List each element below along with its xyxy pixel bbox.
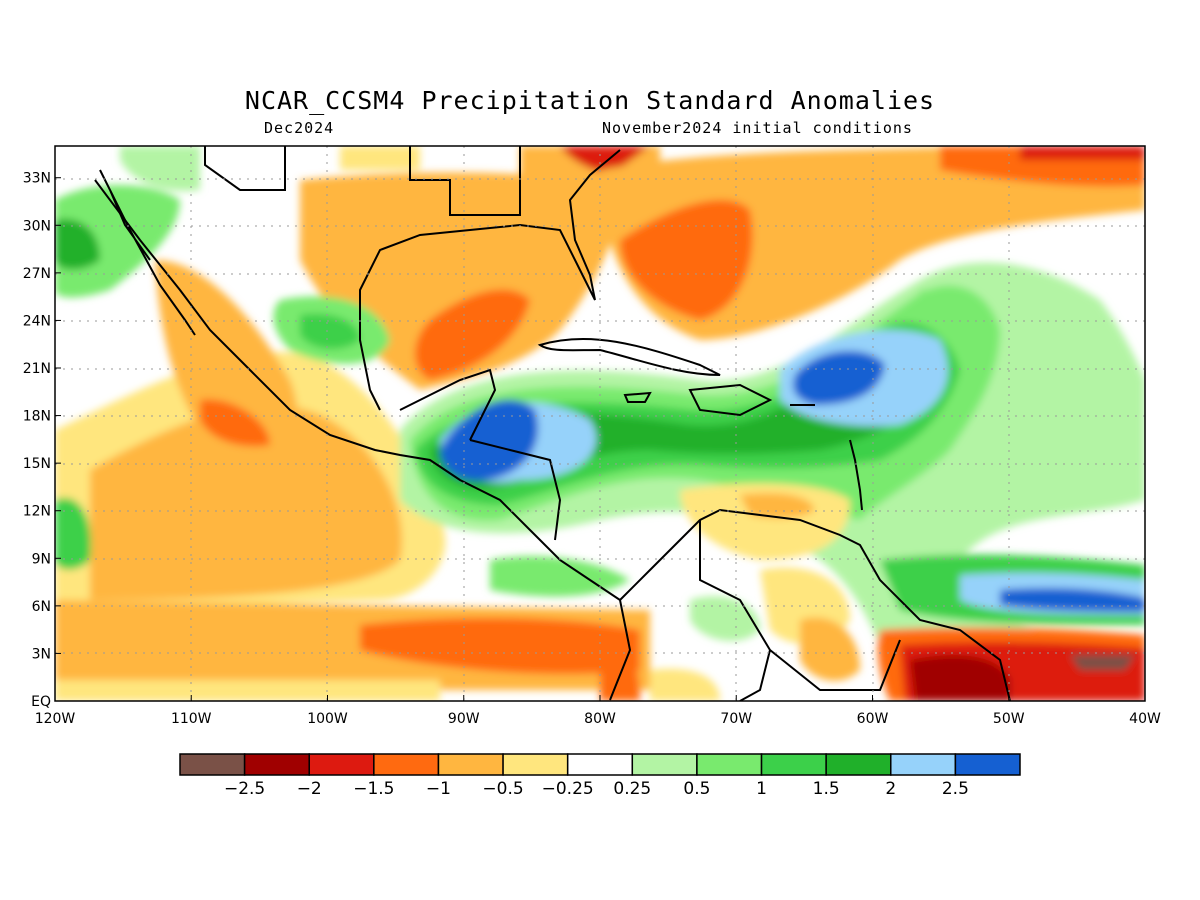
initial-conditions: November2024 initial conditions (602, 119, 913, 137)
colorbar-swatch (890, 753, 957, 776)
lat-label: 6N (32, 599, 51, 615)
colorbar-swatch (954, 753, 1021, 776)
colorbar-swatch (373, 753, 440, 776)
lat-label: EQ (31, 694, 51, 710)
lon-label: 40W (1129, 711, 1161, 727)
lon-label: 120W (35, 711, 76, 727)
lat-label: 15N (23, 456, 51, 472)
colorbar-swatch (825, 753, 892, 776)
lat-label: 18N (23, 409, 51, 425)
lat-lon-grid (55, 146, 1145, 701)
lon-label: 90W (448, 711, 480, 727)
colorbar-label: 0.5 (683, 779, 710, 799)
colorbar-swatch (179, 753, 246, 776)
lat-label: 27N (23, 266, 51, 282)
colorbar-swatch (631, 753, 698, 776)
lon-label: 80W (584, 711, 616, 727)
lon-label: 70W (720, 711, 752, 727)
colorbar-label: 1.5 (813, 779, 840, 799)
colorbar-label: 2 (885, 779, 896, 799)
colorbar-label: −1 (426, 779, 451, 799)
colorbar-label: −1.5 (353, 779, 394, 799)
colorbar-swatch (437, 753, 504, 776)
colorbar-label: 1 (756, 779, 767, 799)
colorbar-swatch (308, 753, 375, 776)
colorbar-label: 2.5 (942, 779, 969, 799)
lat-label: 9N (32, 551, 51, 567)
colorbar-label: 0.25 (613, 779, 651, 799)
colorbar-swatch (243, 753, 310, 776)
latitude-axis: EQ 3N 6N 9N 12N 15N 18N 21N 24N 27N 30N 33N (23, 171, 61, 710)
lat-label: 24N (23, 313, 51, 329)
map-title: NCAR_CCSM4 Precipitation Standard Anomal… (244, 86, 936, 115)
forecast-month: Dec2024 (264, 119, 335, 137)
colorbar-swatch (696, 753, 763, 776)
colorbar-label: −0.5 (482, 779, 523, 799)
colorbar: −2.5 −2 −1.5 −1 −0.5 −0.25 0.25 0.5 1 1.5 2 2.5 (179, 753, 1021, 799)
lon-label: 110W (171, 711, 212, 727)
colorbar-swatch (502, 753, 569, 776)
lat-label: 3N (32, 646, 51, 662)
lat-label: 30N (23, 218, 51, 234)
lat-label: 33N (23, 171, 51, 187)
colorbar-swatch (566, 753, 634, 776)
lat-label: 21N (23, 361, 51, 377)
lon-label: 50W (993, 711, 1025, 727)
longitude-axis: 120W 110W 100W 90W 80W 70W 60W 50W 40W (35, 695, 1161, 727)
lon-label: 100W (307, 711, 348, 727)
lon-label: 60W (857, 711, 889, 727)
colorbar-label: −2 (297, 779, 322, 799)
colorbar-label: −0.25 (542, 779, 594, 799)
coastlines (94, 146, 1011, 701)
colorbar-label: −2.5 (224, 779, 265, 799)
colorbar-swatch (760, 753, 827, 776)
anomaly-field (55, 146, 1145, 701)
lat-label: 12N (23, 504, 51, 520)
